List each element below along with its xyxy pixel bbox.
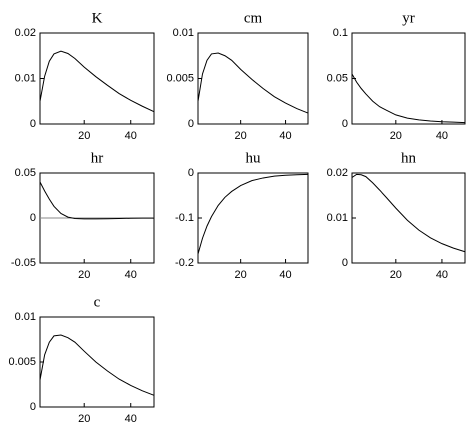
x-tick-label: 40 (125, 130, 137, 142)
y-tick-label: -0.05 (11, 257, 36, 269)
y-tick-label: 0 (30, 401, 36, 413)
y-tick-label: 0 (188, 118, 194, 130)
y-tick-label: -0.2 (175, 257, 194, 269)
panel-title: hr (91, 150, 104, 166)
axes-box (39, 316, 155, 408)
y-tick-label: 0.05 (327, 72, 348, 84)
x-tick-label: 20 (78, 269, 90, 281)
x-tick-label: 20 (78, 130, 90, 142)
y-tick-label: 0.005 (166, 72, 194, 84)
x-tick-label: 20 (235, 269, 247, 281)
panel-title: yr (402, 10, 415, 26)
y-tick-label: 0.01 (15, 311, 36, 323)
y-tick-label: 0.1 (333, 27, 348, 39)
series-line (351, 173, 466, 253)
x-tick-label: 40 (436, 130, 448, 142)
y-tick-label: 0 (30, 118, 36, 130)
series-line (39, 181, 155, 220)
y-tick-label: -0.1 (175, 212, 194, 224)
axes-box (39, 32, 155, 125)
series-line (197, 52, 309, 114)
x-tick-label: 40 (436, 269, 448, 281)
series-line (39, 334, 155, 396)
y-tick-label: 0.01 (173, 27, 194, 39)
series-line (351, 73, 466, 124)
series-line (197, 173, 309, 255)
y-tick-label: 0 (188, 167, 194, 179)
series-line (39, 50, 155, 113)
y-tick-label: 0 (30, 212, 36, 224)
y-tick-label: 0.05 (15, 167, 36, 179)
y-tick-label: 0.01 (327, 212, 348, 224)
y-tick-label: 0 (342, 257, 348, 269)
panel-title: hn (401, 150, 417, 166)
y-tick-label: 0.02 (327, 167, 348, 179)
axes-box (197, 32, 309, 125)
panel-title: K (92, 10, 103, 26)
x-tick-label: 20 (390, 130, 402, 142)
y-tick-label: 0.005 (8, 356, 36, 368)
x-tick-label: 40 (279, 269, 291, 281)
axes-box (197, 172, 309, 264)
panel-title: cm (244, 10, 263, 26)
y-tick-label: 0 (342, 118, 348, 130)
axes-box (351, 32, 466, 125)
panel-title: c (94, 294, 101, 310)
panel-title: hu (246, 150, 262, 166)
x-tick-label: 40 (125, 269, 137, 281)
x-tick-label: 40 (279, 130, 291, 142)
x-tick-label: 20 (235, 130, 247, 142)
y-tick-label: 0.01 (15, 72, 36, 84)
x-tick-label: 40 (125, 413, 137, 425)
x-tick-label: 20 (78, 413, 90, 425)
axes-box (351, 172, 466, 264)
x-tick-label: 20 (390, 269, 402, 281)
y-tick-label: 0.02 (15, 27, 36, 39)
